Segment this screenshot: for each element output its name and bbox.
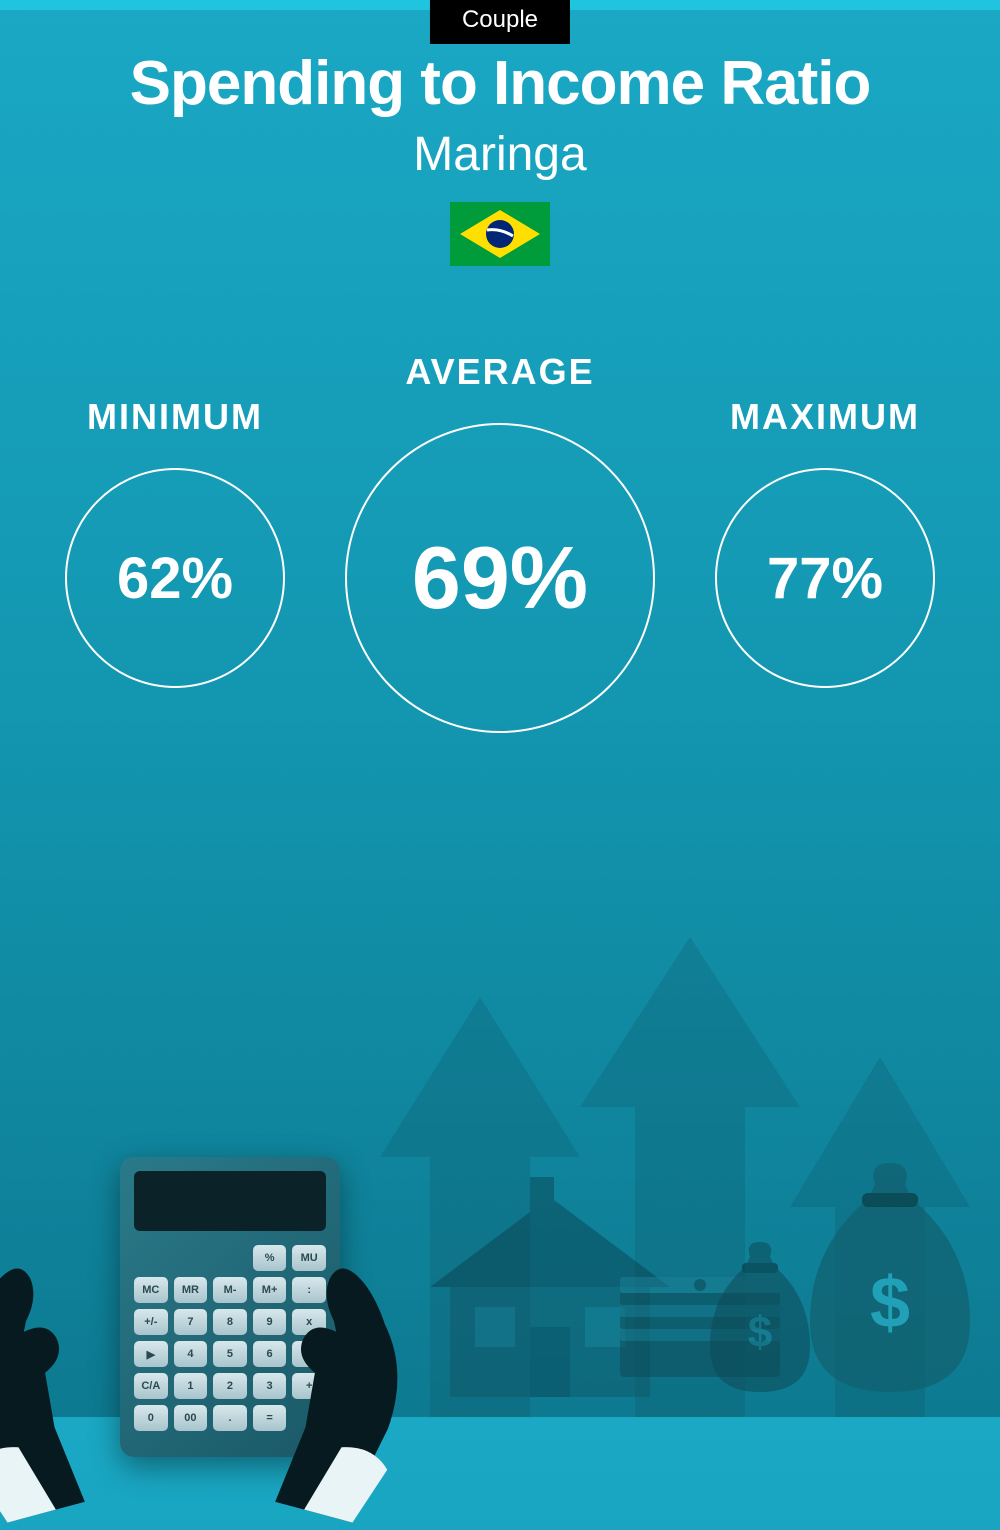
page-title: Spending to Income Ratio xyxy=(0,48,1000,119)
calculator-key: 7 xyxy=(174,1309,208,1335)
calculator-key: % xyxy=(253,1245,287,1271)
calculator-key: MR xyxy=(174,1277,208,1303)
location-subtitle: Maringa xyxy=(0,127,1000,182)
svg-text:$: $ xyxy=(748,1308,772,1357)
stat-maximum-label: MAXIMUM xyxy=(730,396,920,438)
money-bag-icon: $ xyxy=(800,1157,980,1397)
stat-maximum-circle: 77% xyxy=(715,468,935,688)
calculator-key: +/- xyxy=(134,1309,168,1335)
category-badge: Couple xyxy=(430,0,570,44)
hand-icon xyxy=(0,1224,114,1530)
stat-maximum-value: 77% xyxy=(767,545,883,612)
calculator-key: 0 xyxy=(134,1405,168,1431)
calculator-screen xyxy=(134,1171,326,1231)
illustration-layer: $ $ %MUMCMRM-M+:+/-789x▶456-C/A123+000.= xyxy=(0,817,1000,1417)
calculator-key: C/A xyxy=(134,1373,168,1399)
calculator-key: 5 xyxy=(213,1341,247,1367)
brazil-flag-icon xyxy=(450,202,550,266)
calculator-key: 8 xyxy=(213,1309,247,1335)
svg-text:$: $ xyxy=(870,1263,910,1343)
calculator-key: 2 xyxy=(213,1373,247,1399)
calculator-hands-group: %MUMCMRM-M+:+/-789x▶456-C/A123+000.= xyxy=(20,1157,340,1457)
calculator-key: 1 xyxy=(174,1373,208,1399)
calculator-key: . xyxy=(213,1405,247,1431)
stat-minimum-circle: 62% xyxy=(65,468,285,688)
stat-minimum-label: MINIMUM xyxy=(87,396,263,438)
stat-average-label: AVERAGE xyxy=(405,351,594,393)
stat-average: AVERAGE 69% xyxy=(345,351,655,733)
calculator-key: M- xyxy=(213,1277,247,1303)
stat-average-value: 69% xyxy=(412,527,588,629)
stat-minimum: MINIMUM 62% xyxy=(65,396,285,688)
calculator-key: ▶ xyxy=(134,1341,168,1367)
calculator-key: M+ xyxy=(253,1277,287,1303)
stat-maximum: MAXIMUM 77% xyxy=(715,396,935,688)
calculator-key: 9 xyxy=(253,1309,287,1335)
calculator-key: 00 xyxy=(174,1405,208,1431)
calculator-key: 4 xyxy=(174,1341,208,1367)
calculator-key: MC xyxy=(134,1277,168,1303)
stat-average-circle: 69% xyxy=(345,423,655,733)
stats-row: MINIMUM 62% AVERAGE 69% MAXIMUM 77% xyxy=(0,351,1000,733)
stat-minimum-value: 62% xyxy=(117,545,233,612)
